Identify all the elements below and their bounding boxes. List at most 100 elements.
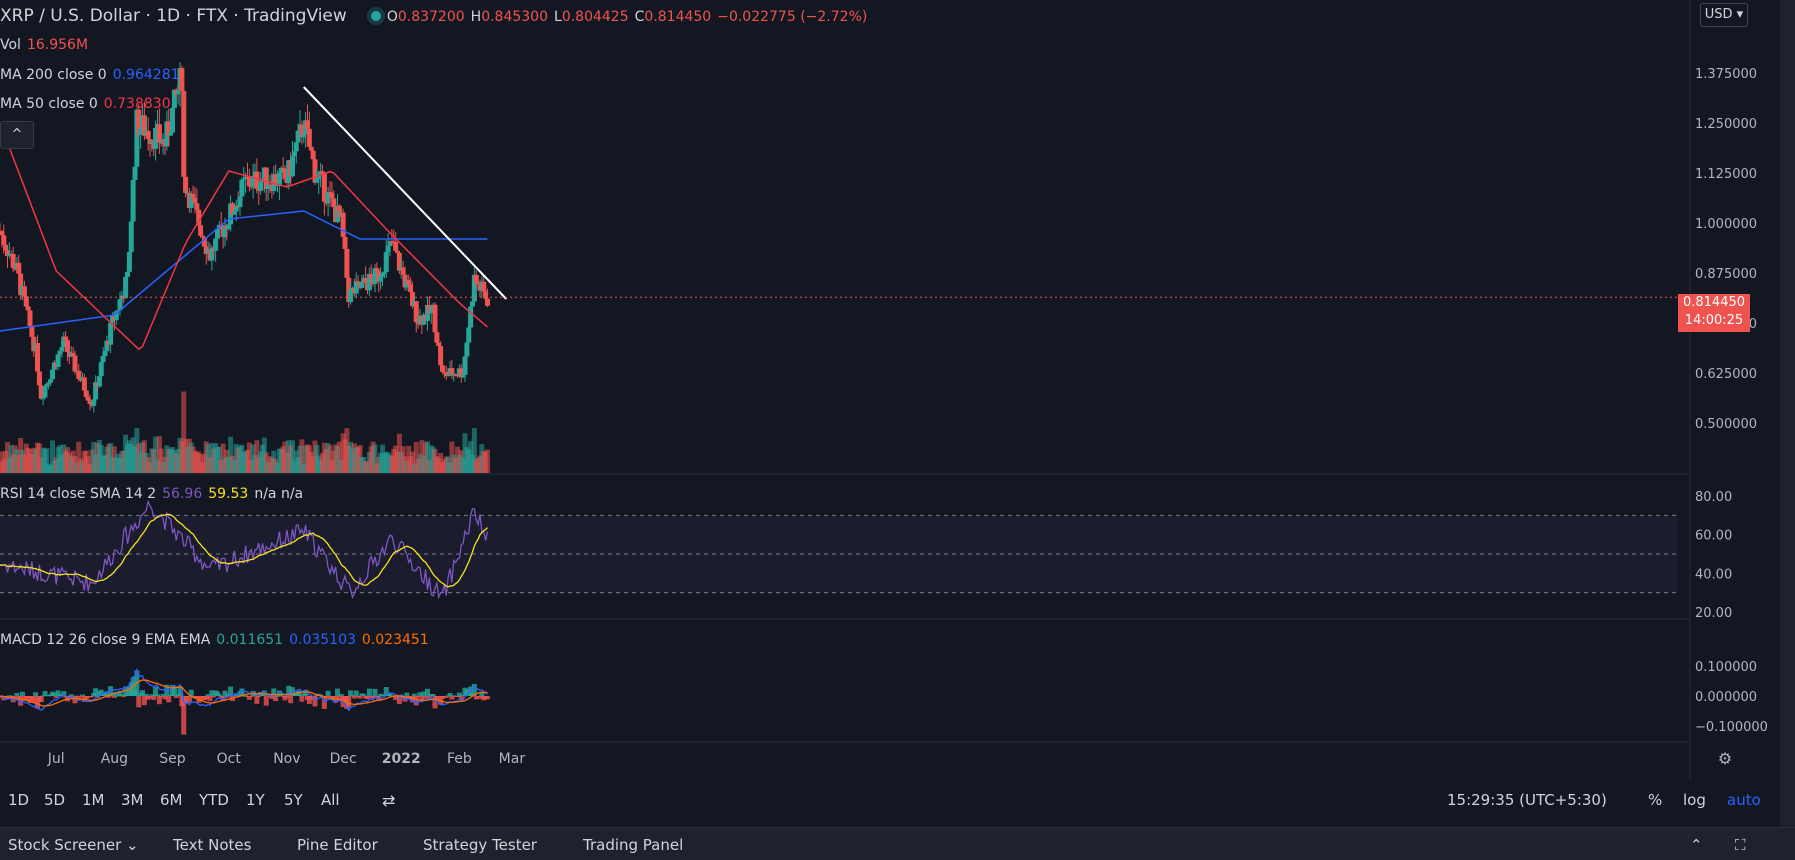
volume-bar [254,440,260,473]
ma50-line [0,122,488,351]
range-6m[interactable]: 6M [160,791,183,809]
candle-body [449,368,455,376]
maximize-panel-icon[interactable]: ⛶ [1735,836,1746,854]
candle-body [400,267,406,275]
candle-body [18,273,24,296]
candle-body [226,224,232,230]
macd-histogram-bar [121,696,127,698]
macd-histogram-bar [323,696,329,697]
volume-bar [425,441,430,473]
candle-body [380,273,385,277]
macd-histogram-bar [335,688,340,696]
macd-histogram-bar [455,696,460,697]
candle-body [428,308,434,314]
candle-body [436,342,442,347]
candle-body [410,292,415,307]
candle-body [381,272,387,274]
macd-histogram-bar [153,686,159,696]
candle-body [363,278,369,284]
candle-body [273,174,279,186]
candle-body [50,369,55,380]
candle-body [113,311,119,321]
candle-body [16,262,22,274]
candle-body [126,252,132,272]
candle-body [27,310,33,327]
macd-histogram-bar [177,685,183,696]
candle-body [55,354,61,367]
rsi-pane [0,499,1678,600]
macd-histogram-bar [413,696,419,706]
candle-body [230,203,235,215]
range-all[interactable]: All [321,791,340,809]
tab-strategy-tester[interactable]: Strategy Tester [423,836,537,854]
macd-histogram-bar [357,696,363,699]
macd-histogram-bar [136,696,142,708]
macd-histogram-bar [426,696,432,700]
macd-histogram-bar [479,691,485,696]
rsi-line [0,499,489,600]
macd-histogram-bar [111,696,117,698]
candle-body [340,212,346,237]
candle-body [0,231,5,236]
macd-histogram-bar [458,696,464,700]
macd-histogram-bar [228,686,234,696]
range-3m[interactable]: 3M [121,791,144,809]
currency-selector[interactable]: USD ▾ [1700,3,1748,27]
macd-histogram-bar [53,696,59,698]
volume-legend: Vol 16.956M [0,37,89,53]
candle-body [104,340,110,352]
rsi-tick-label: 40.00 [1695,567,1732,582]
clock[interactable]: 15:29:35 (UTC+5:30) [1447,791,1607,809]
candle-body [395,250,400,253]
candle-body [48,379,54,383]
macd-histogram-bar [351,696,357,699]
candle-body [57,351,63,355]
volume-bar [246,442,252,473]
collapse-legend-button[interactable]: ^ [0,121,34,149]
macd-histogram-bar [366,688,372,696]
auto-scale-toggle[interactable]: auto [1727,791,1761,809]
price-tick-label: 1.125000 [1695,167,1757,182]
tab-stock-screener[interactable]: Stock Screener ⌄ [8,836,139,854]
macd-histogram-bar [423,696,429,699]
tab-pine-editor[interactable]: Pine Editor [297,836,378,854]
candle-body [376,270,382,282]
candle-body [181,90,187,177]
macd-histogram-bar [340,696,346,708]
range-1d[interactable]: 1D [8,791,30,809]
macd-histogram-bar [222,690,228,696]
candle-body [85,397,91,401]
chart-canvas[interactable]: 1.375000 1.250000 1.125000 1.000000 0.875000… [0,0,1795,827]
candle-body [10,253,16,268]
range-5d[interactable]: 5D [44,791,66,809]
candle-body [241,178,247,180]
candle-body [366,273,372,291]
candle-body [396,252,402,271]
candle-body [156,124,162,143]
percent-scale-toggle[interactable]: % [1648,791,1663,809]
candle-body [98,362,104,377]
macd-histogram-bar [350,695,355,697]
volume-bar [50,440,55,473]
volume-bar [299,439,305,473]
range-5y[interactable]: 5Y [284,791,303,809]
macd-histogram-bar [155,694,160,696]
macd-histogram-bar [106,696,112,698]
macd-histogram-bar [290,687,295,696]
range-1m[interactable]: 1M [82,791,105,809]
macd-histogram-bar [83,696,89,699]
tab-trading-panel[interactable]: Trading Panel [583,836,684,854]
time-tick-label: Jul [47,751,65,767]
volume-bar [181,391,187,473]
log-scale-toggle[interactable]: log [1683,791,1706,809]
candle-body [6,254,12,257]
collapse-panel-icon[interactable]: ⌃ [1690,836,1703,854]
candle-body [368,273,374,279]
macd-histogram-bar [451,695,457,697]
range-ytd[interactable]: YTD [199,791,229,809]
date-range-icon[interactable]: ⇄ [382,791,396,810]
candle-body [466,327,472,343]
macd-histogram-bar [117,691,123,696]
tab-text-notes[interactable]: Text Notes [173,836,252,854]
range-1y[interactable]: 1Y [246,791,265,809]
